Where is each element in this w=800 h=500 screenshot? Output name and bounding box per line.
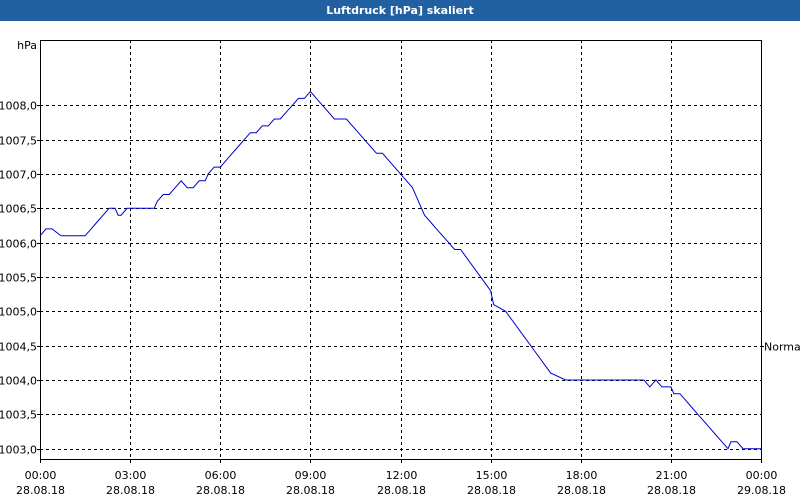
grid-layer	[40, 40, 761, 459]
x-tick-time-label: 21:00	[656, 469, 688, 482]
y-axis-unit-label: hPa	[17, 39, 37, 52]
x-tick-date-label: 28.08.18	[106, 484, 155, 497]
x-tick-time-label: 18:00	[566, 469, 598, 482]
x-tick-time-label: 00:00	[25, 469, 57, 482]
x-tick-date-label: 28.08.18	[196, 484, 245, 497]
y-tick-label: 1006,5	[0, 203, 37, 216]
y-tick-label: 1006,0	[0, 238, 37, 251]
x-tick-date-label: 28.08.18	[557, 484, 606, 497]
x-tick-time-label: 12:00	[386, 469, 418, 482]
y-tick-label: 1007,5	[0, 135, 37, 148]
x-tick-date-label: 28.08.18	[16, 484, 65, 497]
y-tick-label: 1004,0	[0, 375, 37, 388]
tick-layer: 1003,0 1003,5 1004,0 1004,5 1005,0 1005,5 1006…	[0, 100, 786, 498]
y-tick-label: 1003,0	[0, 444, 37, 457]
y-tick-label: 1008,0	[0, 100, 37, 113]
series-line	[39, 90, 761, 450]
x-tick-date-label: 29.08.18	[737, 484, 786, 497]
reference-label: Normal	[764, 341, 800, 354]
x-tick-time-label: 09:00	[295, 469, 327, 482]
y-tick-label: 1007,0	[0, 169, 37, 182]
x-tick-date-label: 28.08.18	[377, 484, 426, 497]
x-tick-time-label: 00:00	[746, 469, 778, 482]
x-tick-time-label: 06:00	[205, 469, 237, 482]
y-tick-label: 1005,5	[0, 272, 37, 285]
x-tick-date-label: 28.08.18	[467, 484, 516, 497]
y-tick-label: 1005,0	[0, 306, 37, 319]
series-layer	[39, 90, 761, 450]
y-tick-label: 1003,5	[0, 409, 37, 422]
x-tick-date-label: 28.08.18	[286, 484, 335, 497]
chart-title-bar: Luftdruck [hPa] skaliert	[0, 0, 800, 21]
y-tick-label: 1004,5	[0, 341, 37, 354]
x-tick-time-label: 03:00	[115, 469, 147, 482]
chart-title: Luftdruck [hPa] skaliert	[326, 4, 474, 17]
reference-layer: Normal	[761, 341, 800, 354]
x-tick-time-label: 15:00	[476, 469, 508, 482]
x-tick-date-label: 28.08.18	[647, 484, 696, 497]
